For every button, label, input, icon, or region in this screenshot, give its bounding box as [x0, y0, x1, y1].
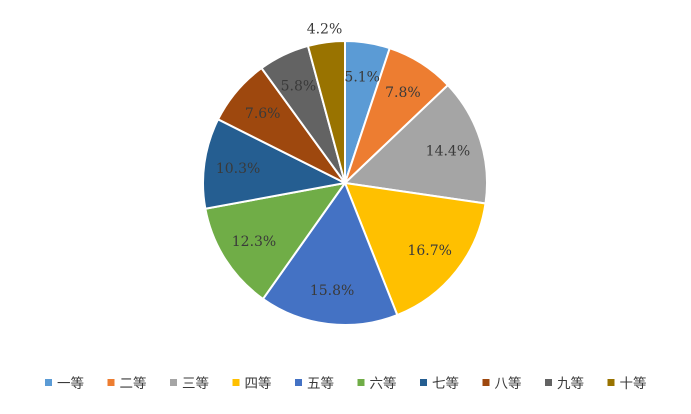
legend: 一等 二等 三等 四等 五等 六等 七等 八等 九等 十等: [45, 375, 647, 392]
legend-swatch-8: [482, 379, 490, 386]
legend-label-8: 八等: [495, 375, 522, 392]
pie-slices: [202, 39, 488, 326]
pie-slice-5: [261, 180, 399, 326]
legend-swatch-5: [295, 379, 302, 386]
slice-label-9: 5.8%: [281, 79, 317, 95]
legend-swatch-2: [107, 379, 115, 386]
legend-label-3: 三等: [182, 375, 209, 392]
legend-label-7: 七等: [432, 375, 459, 392]
legend-label-10: 十等: [620, 375, 647, 392]
legend-swatch-6: [357, 379, 365, 386]
pie-slice-6: [204, 181, 348, 301]
slice-label-4: 16.7%: [407, 243, 451, 259]
legend-swatch-3: [170, 379, 177, 386]
slice-label-5: 15.8%: [310, 283, 354, 299]
pie-slice-10: [306, 39, 346, 184]
slice-label-6: 12.3%: [232, 234, 276, 250]
legend-label-4: 四等: [245, 375, 272, 392]
legend-label-6: 六等: [370, 375, 397, 392]
slice-label-3: 14.4%: [426, 143, 470, 159]
legend-swatch-1: [45, 379, 52, 386]
legend-label-9: 九等: [557, 375, 584, 392]
slice-label-7: 10.3%: [216, 161, 260, 177]
pie-slice-3: [342, 83, 488, 205]
legend-swatch-10: [607, 379, 615, 386]
slice-label-10: 4.2%: [307, 21, 343, 37]
pie-slice-7: [202, 117, 349, 210]
slice-label-1: 5.1%: [344, 69, 380, 85]
legend-label-5: 五等: [307, 375, 334, 392]
slice-label-8: 7.6%: [245, 106, 281, 122]
slice-labels: 5.1% 7.8% 14.4% 16.7% 15.8% 12.3% 10.3% 7.6%5.8…: [216, 21, 470, 299]
legend-label-2: 二等: [120, 375, 147, 392]
legend-swatch-4: [232, 379, 240, 386]
pie-slice-4: [343, 181, 487, 317]
legend-swatch-9: [545, 379, 552, 386]
slice-label-2: 7.8%: [385, 85, 421, 101]
legend-swatch-7: [420, 379, 427, 386]
legend-label-1: 一等: [57, 375, 84, 392]
